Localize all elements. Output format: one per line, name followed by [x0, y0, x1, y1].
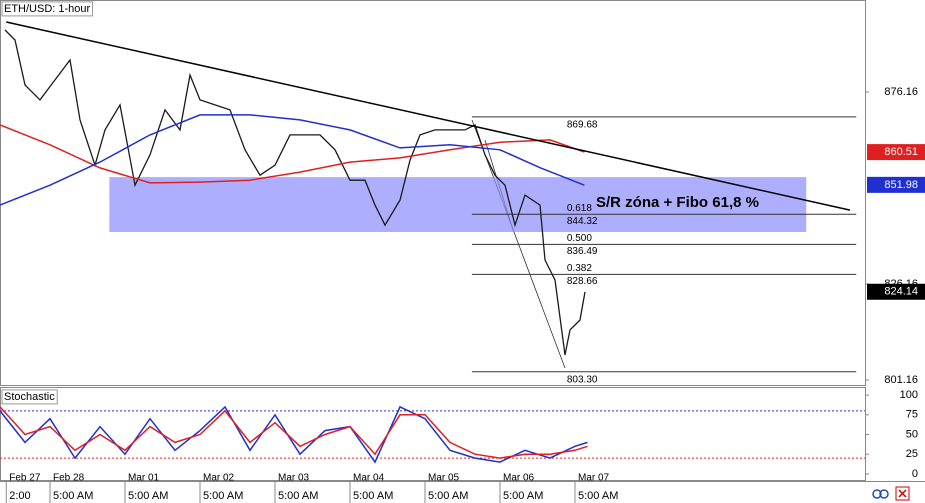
x-tick-label: 5:00 AM [203, 490, 243, 502]
fib-price-label: 803.30 [567, 374, 598, 385]
series-line [0, 405, 588, 464]
fib-price-label: 836.49 [567, 246, 598, 257]
y-tick-label: 0 [912, 468, 918, 480]
date-label: Mar 04 [353, 473, 385, 484]
date-label: Mar 06 [503, 473, 535, 484]
date-label: Mar 02 [203, 473, 235, 484]
y-tick-label: 50 [906, 428, 918, 440]
x-tick-label: 5:00 AM [578, 490, 618, 502]
y-tick-label: 75 [906, 409, 918, 421]
title-box [1, 389, 58, 405]
series-line [0, 406, 588, 459]
x-tick-label: 2:00 [9, 490, 30, 502]
trendline [6, 21, 851, 211]
price-label-box [867, 144, 925, 161]
price-label: 851.98 [884, 179, 918, 191]
date-label: Mar 05 [428, 473, 460, 484]
y-tick-label: 876.16 [884, 86, 918, 98]
fib-price-label: 828.66 [567, 276, 598, 287]
price-label: 824.14 [884, 286, 918, 298]
date-label: Mar 03 [278, 473, 310, 484]
fib-ratio-label: 0.500 [567, 233, 592, 244]
series-line [0, 124, 585, 184]
x-tick-label: 5:00 AM [128, 490, 168, 502]
panel-title: ETH/USD: 1-hour [4, 3, 91, 15]
sr-zone [109, 177, 807, 233]
x-tick-label: 5:00 AM [503, 490, 543, 502]
y-tick-label: 801.16 [884, 374, 918, 386]
x-tick-label: 5:00 AM [278, 490, 318, 502]
icon[interactable] [872, 489, 889, 499]
y-tick-label: 100 [900, 389, 918, 401]
icon[interactable] [895, 486, 910, 501]
main-frame [0, 0, 866, 386]
date-label: Feb 28 [53, 473, 85, 484]
x-tick-label: 5:00 AM [53, 490, 93, 502]
series-line [4, 29, 586, 356]
x-tick-label: 5:00 AM [428, 490, 468, 502]
price-label: 860.51 [884, 146, 918, 158]
panel-title: Stochastic [4, 391, 55, 403]
annotation: S/R zóna + Fibo 61,8 % [596, 194, 759, 211]
x-tick-label: 5:00 AM [353, 490, 393, 502]
y-tick-label: 25 [906, 448, 918, 460]
series-line [0, 114, 585, 206]
date-label: Mar 01 [128, 473, 160, 484]
price-label-box [867, 283, 925, 300]
fib-price-label: 869.68 [567, 120, 598, 131]
date-label: Mar 07 [578, 473, 610, 484]
fib-price-label: 844.32 [567, 216, 598, 227]
price-label-box [867, 176, 925, 193]
fib-ratio-label: 0.618 [567, 203, 592, 214]
fib-ratio-label: 0.382 [567, 263, 592, 274]
title-box [1, 1, 94, 17]
date-label: Feb 27 [9, 473, 41, 484]
